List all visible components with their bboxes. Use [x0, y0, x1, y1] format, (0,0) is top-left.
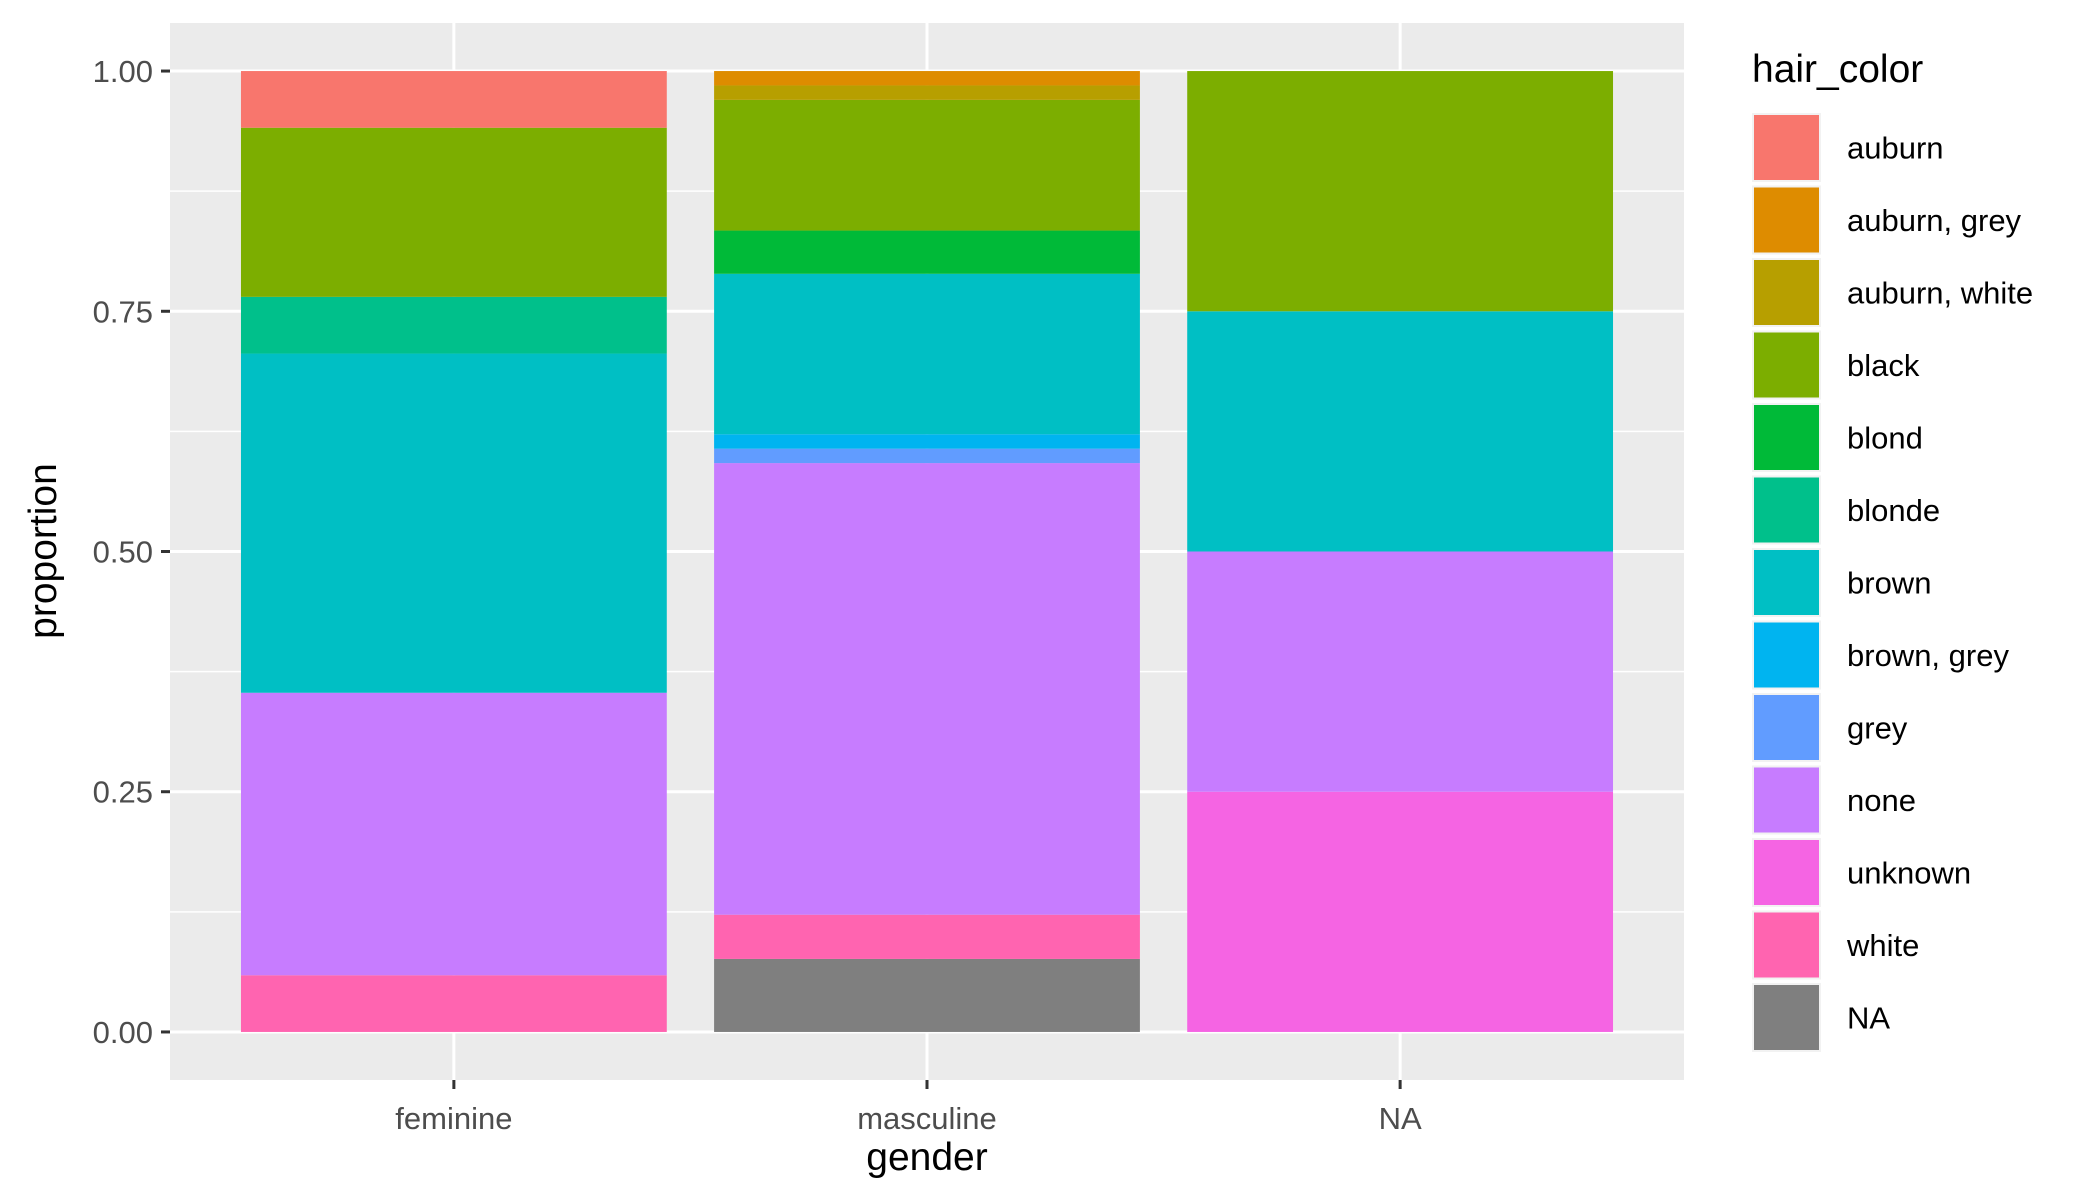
legend-swatch	[1754, 840, 1819, 905]
legend-label: NA	[1847, 1001, 1890, 1036]
y-tick-label: 0.25	[93, 775, 153, 810]
bar-segment	[1187, 71, 1614, 312]
legend-swatch	[1754, 550, 1819, 615]
legend: hair_color auburn auburn, grey auburn, whi…	[1752, 48, 2033, 1052]
x-tick-label: NA	[1379, 1101, 1422, 1136]
y-tick-label: 0.50	[93, 535, 153, 570]
bar-segment	[1187, 551, 1614, 792]
legend-swatch	[1754, 405, 1819, 470]
x-tick-label: masculine	[857, 1101, 997, 1136]
legend-swatch	[1754, 985, 1819, 1050]
y-axis-title: proportion	[22, 463, 65, 639]
bar-segment	[1187, 311, 1614, 552]
y-axis: 0.00 0.25 0.50 0.75 1.00	[93, 54, 170, 1050]
legend-label: auburn, grey	[1847, 203, 2022, 238]
legend-label: brown	[1847, 566, 1931, 601]
legend-title: hair_color	[1752, 48, 1923, 91]
legend-swatch	[1754, 187, 1819, 253]
bar-segment	[714, 958, 1140, 1032]
legend-swatch	[1754, 767, 1819, 833]
legend-swatch	[1754, 477, 1819, 543]
y-tick-label: 0.00	[93, 1015, 153, 1050]
x-axis: feminine masculine NA	[395, 1080, 1422, 1136]
legend-label: unknown	[1847, 856, 1971, 891]
legend-label: black	[1847, 348, 1920, 383]
legend-swatch	[1754, 332, 1819, 398]
bar-segment	[714, 434, 1140, 449]
bar-segment	[714, 448, 1140, 464]
bar-segment	[240, 127, 667, 297]
y-tick-label: 1.00	[93, 54, 153, 89]
legend-label: auburn	[1847, 131, 1944, 166]
bar-segment	[240, 71, 667, 128]
bar-segment	[240, 692, 667, 976]
bar-segment	[714, 99, 1140, 231]
y-tick-label: 0.75	[93, 294, 153, 329]
legend-label: brown, grey	[1847, 638, 2009, 673]
legend-label: auburn, white	[1847, 276, 2033, 311]
bar-segment	[240, 353, 667, 693]
bar-segment	[714, 914, 1140, 959]
legend-swatch	[1754, 260, 1819, 325]
bar-segment	[714, 85, 1140, 100]
legend-swatch	[1754, 115, 1819, 180]
bar-segment	[714, 273, 1140, 435]
legend-label: grey	[1847, 711, 1908, 746]
legend-swatch	[1754, 622, 1819, 688]
x-axis-title: gender	[866, 1136, 987, 1179]
legend-items: auburn auburn, grey auburn, white black blon…	[1752, 113, 2033, 1052]
bar-segment	[714, 230, 1140, 274]
legend-swatch	[1754, 695, 1819, 760]
x-tick-label: feminine	[395, 1101, 512, 1136]
legend-label: white	[1846, 928, 1919, 963]
bar-segment	[240, 296, 667, 354]
bar-segment	[240, 975, 667, 1032]
legend-label: blonde	[1847, 493, 1940, 528]
legend-label: blond	[1847, 421, 1923, 456]
bar-segment	[714, 71, 1140, 86]
legend-label: none	[1847, 783, 1916, 818]
bar-segment	[1187, 791, 1614, 1032]
bars	[240, 71, 1614, 1032]
bar-segment	[714, 463, 1140, 915]
legend-swatch	[1754, 912, 1819, 978]
